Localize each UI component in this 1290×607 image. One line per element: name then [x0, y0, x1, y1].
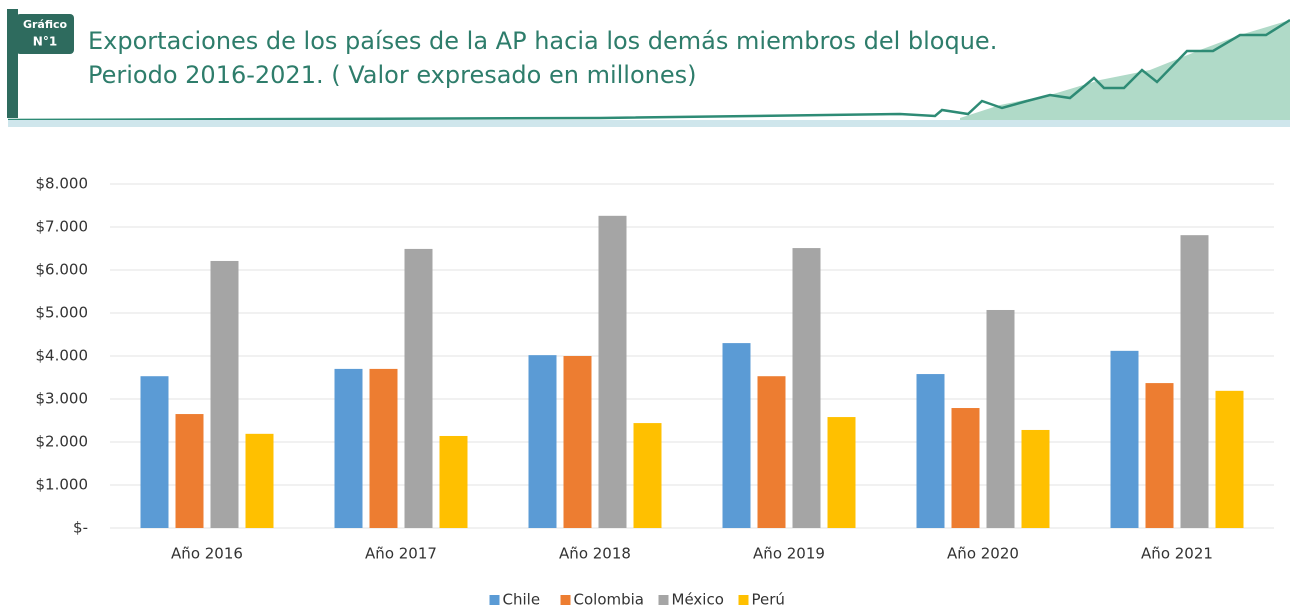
- bar: [598, 215, 627, 528]
- legend-label: Perú: [752, 591, 785, 607]
- badge-text: N°1: [33, 35, 57, 49]
- y-tick-label: $1.000: [36, 476, 89, 494]
- badge: [16, 14, 74, 54]
- bar: [369, 368, 398, 528]
- bar: [210, 260, 239, 528]
- bar: [792, 248, 821, 528]
- chart-subtitle: Periodo 2016-2021. ( Valor expresado en …: [88, 61, 696, 89]
- bar: [916, 374, 945, 528]
- legend-swatch: [489, 595, 500, 605]
- bar: [1180, 235, 1209, 529]
- y-tick-label: $4.000: [36, 347, 89, 365]
- bar: [633, 423, 662, 528]
- y-tick-label: $2.000: [36, 433, 89, 451]
- x-tick-label: Año 2019: [753, 545, 825, 563]
- header-line: [7, 18, 1290, 122]
- x-tick-label: Año 2016: [171, 545, 243, 563]
- bar: [986, 309, 1015, 528]
- y-tick-label: $7.000: [36, 218, 89, 236]
- bar: [140, 376, 169, 528]
- bar: [1110, 350, 1139, 528]
- header-rule: [8, 120, 1290, 127]
- badge-text: Gráfico: [23, 18, 68, 31]
- x-tick-label: Año 2020: [947, 545, 1019, 563]
- legend-swatch: [560, 595, 571, 605]
- y-tick-label: $3.000: [36, 390, 89, 408]
- y-tick-label: $6.000: [36, 261, 89, 279]
- header: Gráfico N°1 Exportaciones de los países …: [7, 9, 1290, 127]
- bar: [827, 417, 856, 528]
- legend-swatch: [738, 595, 749, 605]
- legend-label: México: [672, 591, 724, 607]
- bar: [757, 376, 786, 528]
- bar: [528, 355, 557, 528]
- header-bar: [8, 10, 18, 118]
- bar: [1215, 390, 1244, 528]
- y-tick-label: $8.000: [36, 175, 89, 193]
- chart-title: Exportaciones de los países de la AP hac…: [88, 27, 997, 55]
- bar: [951, 408, 980, 528]
- header-frame: [7, 9, 18, 118]
- bar: [175, 414, 204, 528]
- bar: [1145, 383, 1174, 528]
- x-tick-label: Año 2018: [559, 545, 631, 563]
- x-tick-label: Año 2017: [365, 545, 437, 563]
- bar: [245, 433, 274, 528]
- bar: [1021, 429, 1050, 528]
- bar: [334, 368, 363, 528]
- legend-swatch: [658, 595, 669, 605]
- legend-label: Colombia: [574, 591, 645, 607]
- legend-label: Chile: [503, 591, 541, 607]
- bar: [563, 356, 592, 528]
- bar: [722, 343, 751, 528]
- x-tick-label: Año 2021: [1141, 545, 1213, 563]
- bar: [404, 248, 433, 528]
- bar: [439, 435, 468, 528]
- y-tick-label: $5.000: [36, 304, 89, 322]
- y-tick-label: $-: [73, 519, 88, 537]
